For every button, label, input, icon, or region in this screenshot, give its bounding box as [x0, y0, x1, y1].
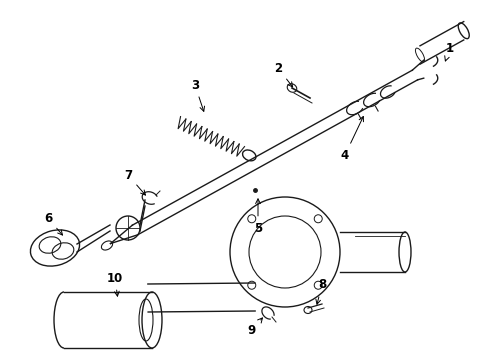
Text: 1: 1 [444, 41, 453, 61]
Text: 4: 4 [340, 117, 363, 162]
Text: 3: 3 [190, 78, 204, 111]
Text: 10: 10 [107, 271, 123, 296]
Text: 5: 5 [253, 199, 262, 234]
Text: 8: 8 [315, 279, 325, 304]
Text: 9: 9 [247, 318, 262, 337]
Text: 6: 6 [44, 212, 62, 235]
Text: 7: 7 [123, 168, 145, 195]
Text: 2: 2 [273, 62, 292, 87]
